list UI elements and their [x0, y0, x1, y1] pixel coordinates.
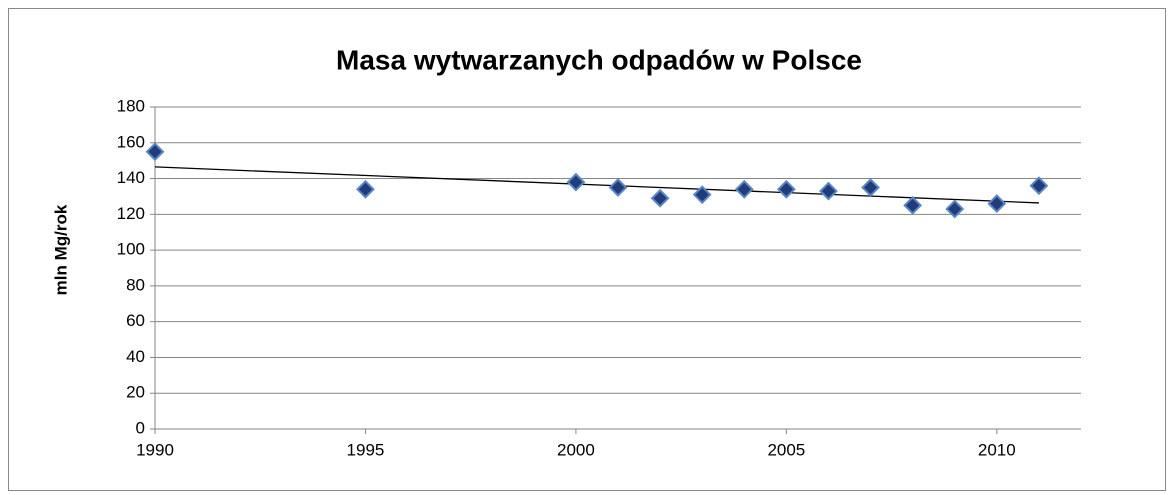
data-point: [903, 195, 923, 215]
x-tick-label: 2010: [978, 440, 1016, 459]
y-tick-label: 40: [126, 347, 145, 366]
y-tick-label: 100: [117, 240, 145, 259]
y-tick-label: 80: [126, 275, 145, 294]
x-tick-label: 1995: [347, 440, 385, 459]
y-tick-label: 60: [126, 311, 145, 330]
data-point: [776, 179, 796, 199]
chart-title: Masa wytwarzanych odpadów w Polsce: [336, 44, 862, 75]
y-tick-label: 140: [117, 168, 145, 187]
chart-border: [8, 8, 1166, 491]
x-tick-label: 2005: [767, 440, 805, 459]
data-point: [819, 181, 838, 201]
y-tick-label: 180: [117, 96, 145, 115]
data-point: [608, 178, 628, 197]
y-tick-label: 160: [117, 132, 145, 151]
data-point: [1029, 176, 1049, 196]
x-tick-label: 1990: [136, 440, 174, 459]
data-point: [145, 142, 165, 162]
data-point: [692, 185, 712, 205]
data-point: [356, 179, 375, 199]
data-point: [566, 172, 586, 192]
data-point: [945, 199, 965, 219]
data-point: [861, 178, 880, 197]
trendline: [154, 166, 1039, 204]
y-tick-label: 0: [136, 418, 145, 437]
data-point: [987, 194, 1007, 214]
y-tick-label: 120: [117, 204, 145, 223]
y-tick-label: 20: [126, 383, 145, 402]
data-point: [734, 179, 754, 199]
data-point: [650, 188, 670, 208]
x-tick-label: 2000: [557, 440, 595, 459]
y-axis-label: mln Mg/rok: [51, 204, 70, 295]
